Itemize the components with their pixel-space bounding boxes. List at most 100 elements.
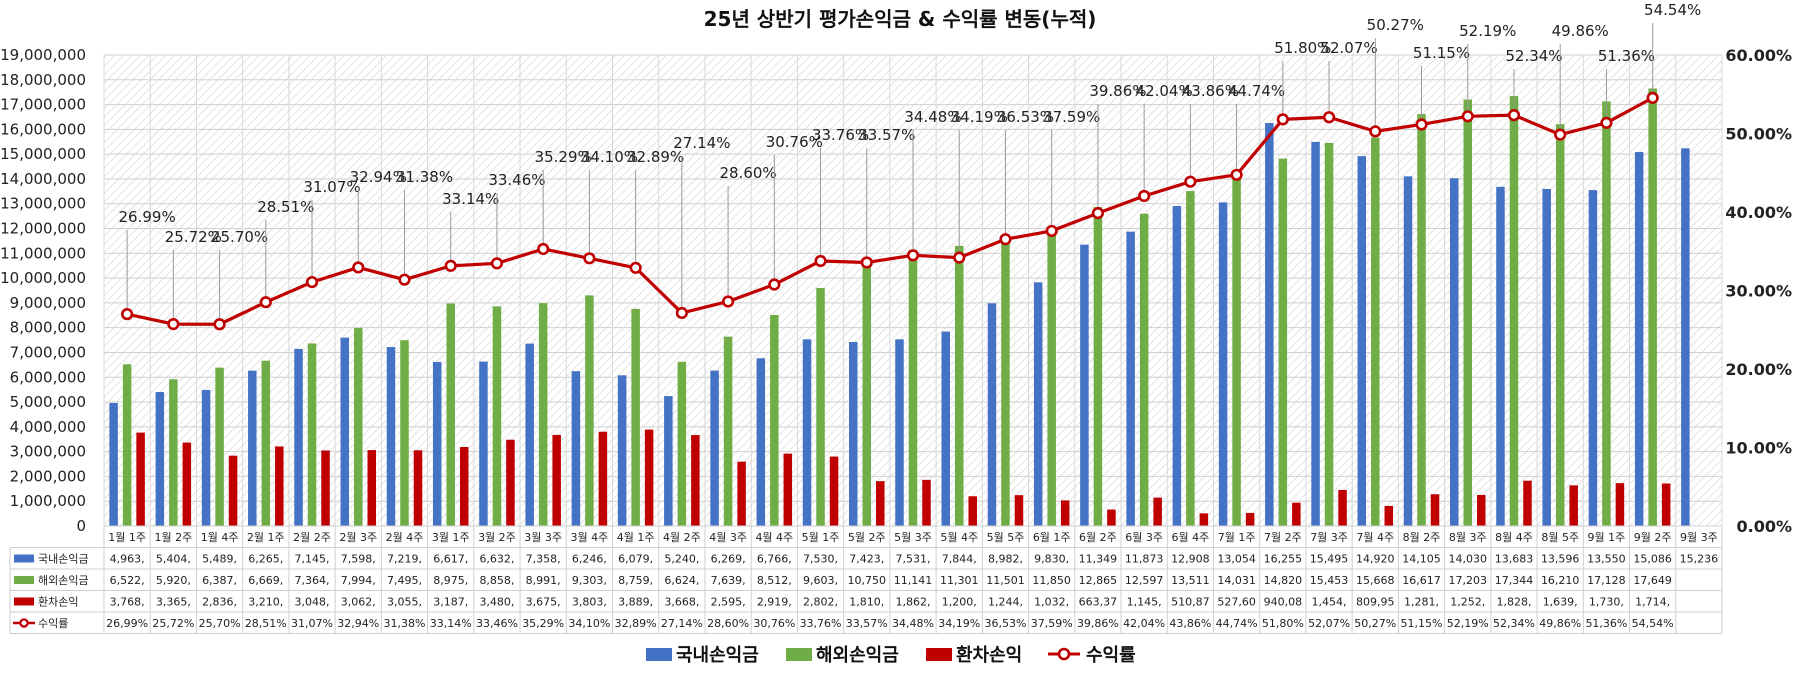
legend-label: 국내손익금	[676, 645, 759, 666]
data-label-return-rate: 36.53%	[997, 108, 1054, 126]
table-cell: 33,46%	[476, 617, 518, 630]
x-category-label: 7월 3주	[1310, 531, 1348, 544]
bar-domestic	[201, 389, 211, 526]
return-rate-marker	[1415, 118, 1428, 131]
data-label-return-rate: 33.14%	[442, 190, 499, 208]
table-cell: 14,920	[1356, 553, 1395, 566]
table-cell: 3,668,	[664, 596, 699, 609]
y-left-tick-label: 18,000,000	[0, 71, 86, 89]
return-rate-marker	[1554, 128, 1567, 141]
x-category-label: 3월 2주	[478, 531, 516, 544]
bar-domestic	[155, 392, 165, 526]
table-cell: 8,759,	[618, 574, 653, 587]
data-label-return-rate: 42.04%	[1136, 82, 1193, 100]
x-category-label: 5월 3주	[894, 531, 932, 544]
x-category-label: 8월 2주	[1403, 531, 1441, 544]
table-cell: 1,639,	[1543, 596, 1578, 609]
table-cell: 44,74%	[1216, 617, 1258, 630]
y-left-tick-label: 0	[76, 517, 86, 535]
bar-fx	[1661, 483, 1671, 526]
table-cell: 16,210	[1541, 574, 1580, 587]
table-cell: 4,963,	[110, 553, 145, 566]
return-rate-marker	[768, 278, 781, 291]
table-cell: 3,062,	[341, 596, 376, 609]
bar-fx	[136, 432, 145, 526]
table-cell: 30,76%	[753, 617, 795, 630]
bar-overseas	[1093, 207, 1103, 526]
y-left-tick-label: 14,000,000	[0, 170, 86, 188]
bar-domestic	[248, 370, 257, 526]
bar-overseas	[354, 327, 363, 526]
table-cell: 2,595,	[711, 596, 746, 609]
return-rate-marker	[352, 261, 365, 274]
y-left-tick-label: 11,000,000	[0, 244, 86, 262]
table-cell: 43,86%	[1169, 617, 1211, 630]
table-cell: 6,624,	[664, 574, 699, 587]
x-category-label: 5월 2주	[848, 531, 886, 544]
table-cell: 663,37	[1079, 596, 1118, 609]
bar-fx	[1060, 500, 1070, 526]
bar-fx	[182, 442, 192, 526]
table-cell: 3,365,	[156, 596, 191, 609]
table-cell: 34,48%	[892, 617, 934, 630]
table-cell: 33,57%	[846, 617, 888, 630]
table-cell: 1,862,	[896, 596, 931, 609]
table-cell: 32,89%	[615, 617, 657, 630]
table-cell: 7,844,	[942, 553, 977, 566]
table-cell: 9,603,	[803, 574, 838, 587]
y-left-tick-label: 5,000,000	[10, 393, 86, 411]
table-cell: 51,36%	[1585, 617, 1627, 630]
bar-fx	[1384, 505, 1394, 526]
table-cell: 3,187,	[433, 596, 468, 609]
bar-domestic	[1172, 206, 1182, 527]
x-category-label: 2월 2주	[293, 531, 331, 544]
table-row-label: 국내손익금	[38, 553, 89, 566]
data-label-return-rate: 25.70%	[211, 228, 268, 246]
table-cell: 14,030	[1448, 553, 1487, 566]
bar-fx	[321, 450, 330, 526]
table-cell: 1,281,	[1404, 596, 1439, 609]
bar-overseas	[1371, 137, 1380, 527]
table-cell: 1,032,	[1034, 596, 1069, 609]
table-cell: 510,87	[1171, 596, 1210, 609]
data-label-return-rate: 50.27%	[1367, 16, 1424, 34]
table-cell: 11,349	[1079, 553, 1118, 566]
bar-domestic	[987, 303, 997, 526]
table-cell: 9,830,	[1034, 553, 1069, 566]
table-cell: 14,820	[1264, 574, 1303, 587]
return-rate-marker	[1045, 224, 1058, 238]
bar-domestic	[1311, 141, 1320, 527]
table-cell: 8,512,	[757, 574, 792, 587]
table-cell: 17,649	[1633, 574, 1672, 587]
bar-fx	[1153, 497, 1162, 526]
table-cell: 7,639,	[711, 574, 746, 587]
bar-domestic	[756, 358, 766, 526]
bar-overseas	[816, 287, 825, 526]
table-cell: 15,495	[1310, 553, 1349, 566]
bar-domestic	[525, 343, 534, 526]
table-cell: 2,802,	[803, 596, 838, 609]
y-left-tick-label: 19,000,000	[0, 46, 86, 64]
bar-overseas	[1417, 114, 1426, 527]
bar-overseas	[631, 308, 640, 526]
table-cell: 6,617,	[433, 553, 468, 566]
x-category-label: 2월 1주	[247, 531, 285, 544]
bar-fx	[876, 481, 885, 526]
table-cell: 3,210,	[248, 596, 283, 609]
x-category-label: 8월 3주	[1449, 531, 1487, 544]
table-cell: 3,803,	[572, 596, 607, 609]
table-cell: 8,982,	[988, 553, 1023, 566]
table-cell: 17,344	[1495, 574, 1534, 587]
bar-overseas	[585, 295, 594, 526]
table-cell: 7,219,	[387, 553, 422, 566]
bar-overseas	[1232, 178, 1241, 526]
data-label-return-rate: 25.72%	[165, 228, 222, 246]
y-right-tick-label: 50.00%	[1725, 125, 1792, 144]
y-left-tick-label: 6,000,000	[10, 368, 86, 386]
return-rate-marker	[213, 318, 226, 331]
y-left-tick-label: 8,000,000	[10, 319, 86, 337]
y-right-tick-label: 40.00%	[1725, 203, 1792, 222]
data-label-return-rate: 26.99%	[119, 208, 176, 226]
bar-fx	[1430, 494, 1440, 526]
